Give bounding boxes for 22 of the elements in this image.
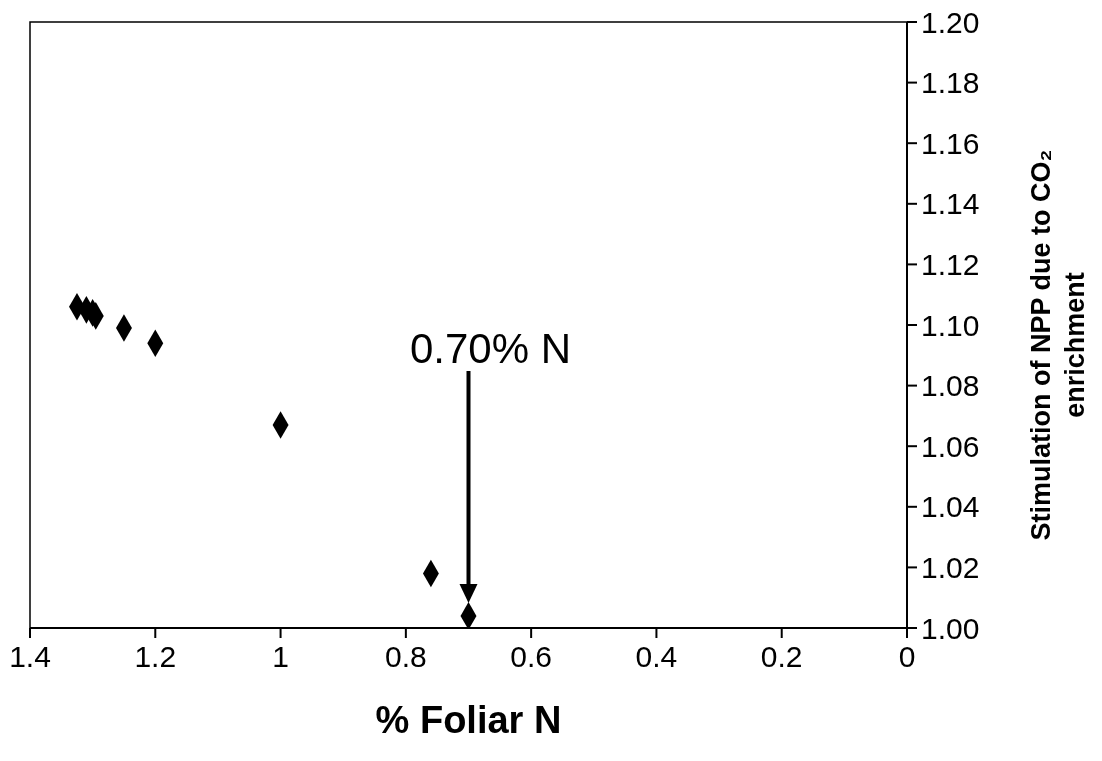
y-tick-label: 1.16 — [921, 126, 980, 160]
x-tick-label: 1.4 — [9, 640, 51, 674]
x-tick-label: 1 — [272, 640, 289, 674]
y-tick-label: 1.04 — [921, 490, 980, 524]
y-tick-label: 1.20 — [921, 5, 980, 39]
x-tick-label: 1.2 — [134, 640, 177, 674]
x-tick-label: 0.2 — [760, 640, 803, 674]
y-tick-label: 1.12 — [921, 248, 980, 282]
x-axis-title: % Foliar N — [375, 699, 562, 741]
x-tick-label: 0.6 — [510, 640, 552, 674]
y-tick-label: 1.10 — [921, 308, 980, 342]
y-tick-label: 1.14 — [921, 187, 980, 221]
y-tick-label: 1.02 — [921, 551, 980, 585]
annotation: 0.70% N — [409, 324, 572, 372]
y-tick-label: 1.00 — [921, 611, 980, 645]
y-axis-title: Stimulation of NPP due to CO₂ enrichment — [1026, 149, 1090, 541]
x-tick-label: 0.8 — [385, 640, 427, 674]
y-tick-label: 1.08 — [921, 369, 980, 403]
y-tick-label: 1.18 — [921, 66, 980, 100]
y-tick-label: 1.06 — [921, 429, 980, 463]
x-tick-label: 0.4 — [635, 640, 678, 674]
x-tick-label: 0 — [898, 640, 916, 674]
